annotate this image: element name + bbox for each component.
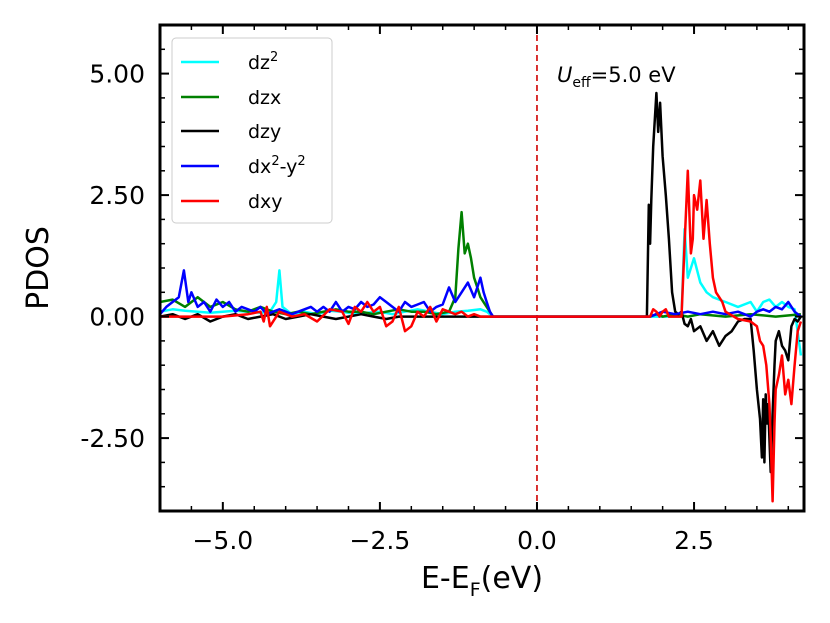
legend-label-dx2-y2-sup2: 2 <box>297 154 305 169</box>
x-tick-label: −5.0 <box>192 526 253 555</box>
x-tick-labels: −5.0 −2.5 0.0 2.5 <box>192 526 713 555</box>
x-axis-label-main: E-E <box>421 561 470 596</box>
y-tick-label: 0.00 <box>89 303 145 332</box>
x-axis-label: E-EF(eV) <box>421 561 543 601</box>
legend-label-dz2-sup: 2 <box>270 50 278 65</box>
x-axis-label-sub: F <box>470 579 481 601</box>
x-tick-label: 2.5 <box>674 526 714 555</box>
series-layer <box>160 91 803 503</box>
legend: dz2 dzx dzy dx2-y2 dxy <box>171 37 333 224</box>
legend-label-dx2-y2-sup1: 2 <box>271 154 279 169</box>
legend-label-dzy: dzy <box>248 121 281 143</box>
u-eff-value: =5.0 eV <box>591 63 677 87</box>
legend-label-dx2-y2-mid: -y <box>280 156 298 178</box>
legend-label-dx2-y2-base: dx <box>248 156 271 178</box>
y-tick-label: 2.50 <box>89 181 145 210</box>
y-tick-labels: 5.00 2.50 0.00 -2.50 <box>80 60 145 454</box>
legend-box <box>171 37 333 224</box>
legend-label-dxy: dxy <box>248 191 283 213</box>
y-axis-label: PDOS <box>21 226 56 310</box>
x-axis-label-unit: (eV) <box>481 561 543 596</box>
x-tick-label: 0.0 <box>517 526 557 555</box>
plot-frame <box>158 23 806 513</box>
u-eff-annotation: Ueff=5.0 eV <box>557 63 676 91</box>
x-tick-label: −2.5 <box>350 526 411 555</box>
legend-label-dz2-base: dz <box>248 52 270 74</box>
y-tick-label: -2.50 <box>80 424 145 453</box>
y-tick-label: 5.00 <box>89 60 145 89</box>
legend-label-dzx: dzx <box>248 87 281 109</box>
series-line-dxy <box>160 169 803 503</box>
legend-label-dx2-y2: dx2-y2 <box>248 154 306 178</box>
legend-label-dz2: dz2 <box>248 50 278 74</box>
u-eff-symbol: U <box>557 63 572 87</box>
series-line-dx2-y2 <box>160 269 802 318</box>
u-eff-subscript: eff <box>572 75 591 91</box>
